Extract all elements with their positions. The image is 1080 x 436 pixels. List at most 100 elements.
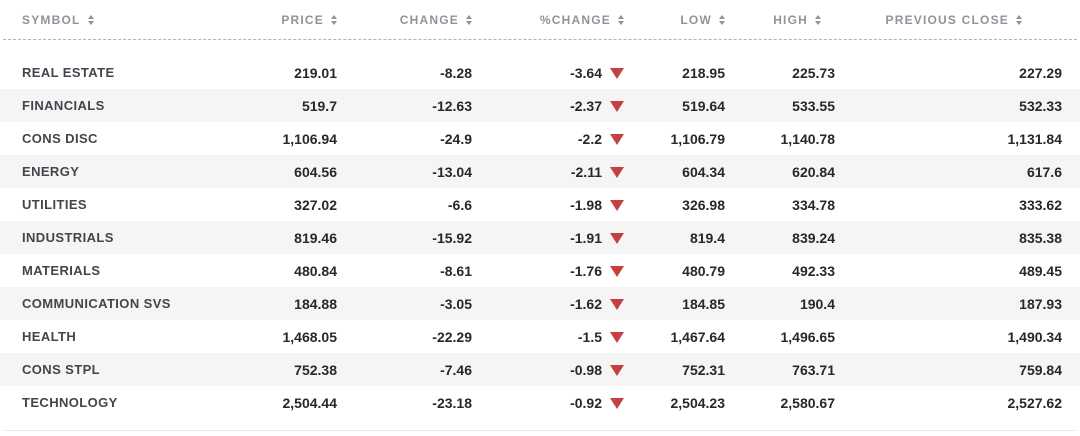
column-header-pct-change[interactable]: %CHANGE bbox=[472, 13, 624, 27]
symbol-cell[interactable]: CONS DISC bbox=[22, 131, 98, 146]
table-row[interactable]: TECHNOLOGY 2,504.44 -23.18 -0.92 2,504.2… bbox=[0, 386, 1080, 419]
high-cell: 334.78 bbox=[792, 196, 835, 213]
symbol-cell[interactable]: MATERIALS bbox=[22, 263, 101, 278]
table-row[interactable]: REAL ESTATE 219.01 -8.28 -3.64 218.95 22… bbox=[0, 56, 1080, 89]
table-body: REAL ESTATE 219.01 -8.28 -3.64 218.95 22… bbox=[0, 56, 1080, 419]
symbol-cell[interactable]: CONS STPL bbox=[22, 362, 100, 377]
sort-icon bbox=[466, 14, 472, 25]
high-cell: 620.84 bbox=[792, 163, 835, 180]
down-triangle-icon bbox=[610, 232, 624, 244]
change-cell: -8.28 bbox=[440, 64, 472, 81]
pct-change-value: -0.92 bbox=[570, 394, 602, 411]
change-cell: -7.46 bbox=[440, 361, 472, 378]
down-triangle-icon bbox=[610, 166, 624, 178]
high-cell: 533.55 bbox=[792, 97, 835, 114]
prev-close-cell: 1,490.34 bbox=[1007, 328, 1063, 345]
change-cell: -6.6 bbox=[447, 196, 472, 213]
sort-icon bbox=[1016, 14, 1022, 25]
symbol-cell[interactable]: FINANCIALS bbox=[22, 98, 105, 113]
change-cell: -24.9 bbox=[440, 130, 472, 147]
price-cell: 819.46 bbox=[294, 229, 337, 246]
symbol-cell[interactable]: REAL ESTATE bbox=[22, 65, 115, 80]
price-cell: 480.84 bbox=[294, 262, 337, 279]
pct-change-cell: -2.2 bbox=[472, 131, 624, 147]
pct-change-value: -1.62 bbox=[570, 295, 602, 312]
pct-change-value: -1.5 bbox=[577, 328, 602, 345]
down-triangle-icon bbox=[610, 100, 624, 112]
column-header-label: PRICE bbox=[281, 12, 324, 27]
column-header-label: CHANGE bbox=[399, 12, 459, 27]
column-header-label: LOW bbox=[680, 12, 712, 27]
symbol-cell[interactable]: INDUSTRIALS bbox=[22, 230, 114, 245]
price-cell: 184.88 bbox=[294, 295, 337, 312]
column-header-low[interactable]: LOW bbox=[624, 13, 725, 27]
low-cell: 1,467.64 bbox=[670, 328, 726, 345]
high-cell: 2,580.67 bbox=[780, 394, 836, 411]
pct-change-cell: -1.91 bbox=[472, 230, 624, 246]
change-cell: -22.29 bbox=[432, 328, 472, 345]
prev-close-cell: 1,131.84 bbox=[1007, 130, 1063, 147]
column-header-high[interactable]: HIGH bbox=[725, 13, 835, 27]
high-cell: 1,496.65 bbox=[780, 328, 836, 345]
column-header-symbol[interactable]: SYMBOL bbox=[22, 13, 262, 27]
symbol-cell[interactable]: ENERGY bbox=[22, 164, 80, 179]
pct-change-cell: -3.64 bbox=[472, 65, 624, 81]
column-header-change[interactable]: CHANGE bbox=[337, 13, 472, 27]
column-header-previous-close[interactable]: PREVIOUS CLOSE bbox=[835, 13, 1062, 27]
table-row[interactable]: FINANCIALS 519.7 -12.63 -2.37 519.64 533… bbox=[0, 89, 1080, 122]
pct-change-cell: -0.92 bbox=[472, 395, 624, 411]
down-triangle-icon bbox=[610, 397, 624, 409]
pct-change-cell: -1.5 bbox=[472, 329, 624, 345]
pct-change-cell: -1.76 bbox=[472, 263, 624, 279]
price-cell: 604.56 bbox=[294, 163, 337, 180]
table-row[interactable]: ENERGY 604.56 -13.04 -2.11 604.34 620.84… bbox=[0, 155, 1080, 188]
column-header-label: %CHANGE bbox=[539, 12, 611, 27]
high-cell: 1,140.78 bbox=[780, 130, 836, 147]
down-triangle-icon bbox=[610, 133, 624, 145]
pct-change-cell: -2.11 bbox=[472, 164, 624, 180]
down-triangle-icon bbox=[610, 265, 624, 277]
symbol-cell[interactable]: COMMUNICATION SVS bbox=[22, 296, 171, 311]
pct-change-value: -1.76 bbox=[570, 262, 602, 279]
high-cell: 763.71 bbox=[792, 361, 835, 378]
sort-icon bbox=[87, 14, 94, 25]
symbol-cell[interactable]: TECHNOLOGY bbox=[22, 395, 118, 410]
price-cell: 519.7 bbox=[301, 97, 337, 114]
price-cell: 752.38 bbox=[294, 361, 337, 378]
low-cell: 218.95 bbox=[682, 64, 725, 81]
down-triangle-icon bbox=[610, 364, 624, 376]
table-row[interactable]: MATERIALS 480.84 -8.61 -1.76 480.79 492.… bbox=[0, 254, 1080, 287]
change-cell: -13.04 bbox=[432, 163, 472, 180]
high-cell: 492.33 bbox=[792, 262, 835, 279]
change-cell: -12.63 bbox=[432, 97, 472, 114]
column-header-label: HIGH bbox=[773, 12, 808, 27]
table-row[interactable]: CONS STPL 752.38 -7.46 -0.98 752.31 763.… bbox=[0, 353, 1080, 386]
column-header-label: PREVIOUS CLOSE bbox=[885, 12, 1009, 27]
prev-close-cell: 333.62 bbox=[1019, 196, 1062, 213]
column-header-label: SYMBOL bbox=[22, 12, 81, 27]
price-cell: 1,106.94 bbox=[282, 130, 338, 147]
pct-change-value: -3.64 bbox=[570, 64, 602, 81]
price-cell: 1,468.05 bbox=[282, 328, 338, 345]
pct-change-cell: -0.98 bbox=[472, 362, 624, 378]
low-cell: 2,504.23 bbox=[670, 394, 726, 411]
prev-close-cell: 489.45 bbox=[1019, 262, 1062, 279]
down-triangle-icon bbox=[610, 331, 624, 343]
table-bottom-divider bbox=[3, 430, 1077, 431]
prev-close-cell: 835.38 bbox=[1019, 229, 1062, 246]
high-cell: 839.24 bbox=[792, 229, 835, 246]
pct-change-cell: -1.62 bbox=[472, 296, 624, 312]
table-row[interactable]: UTILITIES 327.02 -6.6 -1.98 326.98 334.7… bbox=[0, 188, 1080, 221]
low-cell: 752.31 bbox=[682, 361, 725, 378]
table-row[interactable]: CONS DISC 1,106.94 -24.9 -2.2 1,106.79 1… bbox=[0, 122, 1080, 155]
symbol-cell[interactable]: HEALTH bbox=[22, 329, 77, 344]
column-header-price[interactable]: PRICE bbox=[262, 13, 337, 27]
prev-close-cell: 187.93 bbox=[1019, 295, 1062, 312]
table-row[interactable]: HEALTH 1,468.05 -22.29 -1.5 1,467.64 1,4… bbox=[0, 320, 1080, 353]
table-header-row: SYMBOL PRICE CHANGE %CHANGE LOW HIGH PRE… bbox=[3, 0, 1077, 40]
table-row[interactable]: COMMUNICATION SVS 184.88 -3.05 -1.62 184… bbox=[0, 287, 1080, 320]
symbol-cell[interactable]: UTILITIES bbox=[22, 197, 87, 212]
sort-icon bbox=[331, 14, 337, 25]
table-row[interactable]: INDUSTRIALS 819.46 -15.92 -1.91 819.4 83… bbox=[0, 221, 1080, 254]
pct-change-value: -1.91 bbox=[570, 229, 602, 246]
